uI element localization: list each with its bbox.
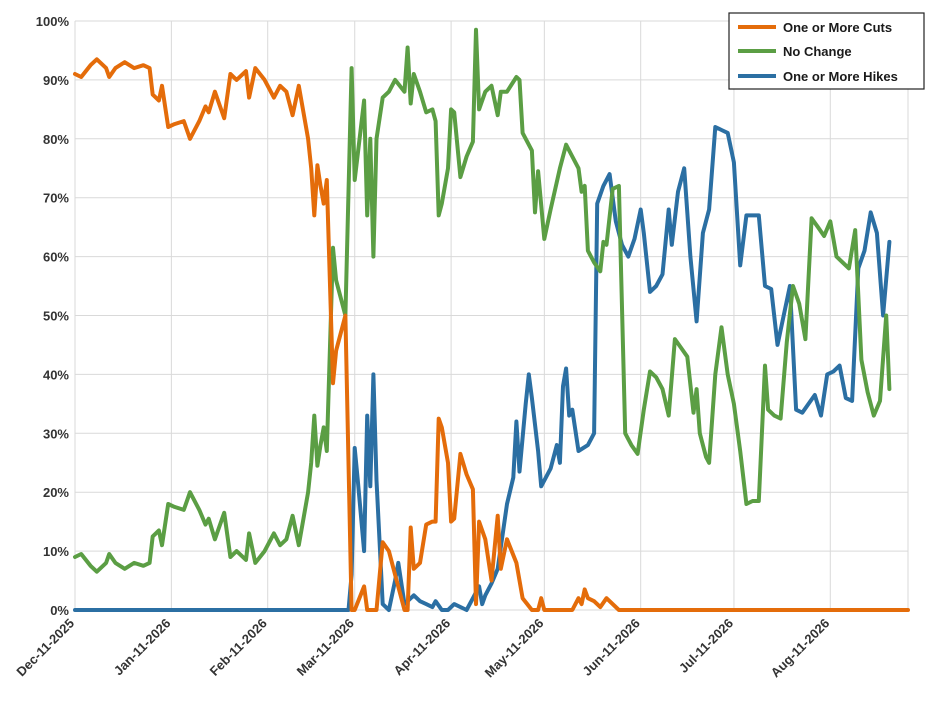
y-tick-label: 80% xyxy=(43,132,69,147)
x-tick-label: Feb-11-2026 xyxy=(207,616,270,679)
x-tick-label: Apr-11-2026 xyxy=(390,616,453,679)
y-tick-label: 10% xyxy=(43,544,69,559)
axes: 0% 10% 20% 30% 40% 50% 60% 70% 80% 90% 100% Dec-11-… xyxy=(13,14,832,680)
series-lines xyxy=(73,27,910,612)
series-line-no-change xyxy=(73,27,892,574)
x-tick-label: May-11-2026 xyxy=(482,616,547,681)
y-tick-label: 60% xyxy=(43,250,69,265)
series-line-cuts xyxy=(73,57,910,612)
legend-label-cuts: One or More Cuts xyxy=(783,20,892,35)
x-tick-label: Jun-11-2026 xyxy=(580,616,643,679)
y-tick-label: 20% xyxy=(43,485,69,500)
y-tick-label: 40% xyxy=(43,367,69,382)
legend-label-hikes: One or More Hikes xyxy=(783,69,898,84)
x-tick-label: Aug-11-2026 xyxy=(768,616,833,681)
legend: One or More Cuts No Change One or More H… xyxy=(728,12,925,90)
y-tick-label: 0% xyxy=(50,603,69,618)
x-tick-label: Dec-11-2025 xyxy=(13,616,77,680)
y-tick-label: 50% xyxy=(43,309,69,324)
y-tick-label: 70% xyxy=(43,191,69,206)
x-tick-label: Jan-11-2026 xyxy=(111,616,174,679)
legend-label-no-change: No Change xyxy=(783,44,852,59)
y-tick-label: 30% xyxy=(43,426,69,441)
x-tick-label: Mar-11-2026 xyxy=(294,616,357,679)
series-line-hikes xyxy=(73,125,892,612)
y-tick-label: 100% xyxy=(36,14,70,29)
x-tick-label: Jul-11-2026 xyxy=(676,616,736,676)
y-tick-label: 90% xyxy=(43,73,69,88)
gridlines xyxy=(74,20,909,611)
